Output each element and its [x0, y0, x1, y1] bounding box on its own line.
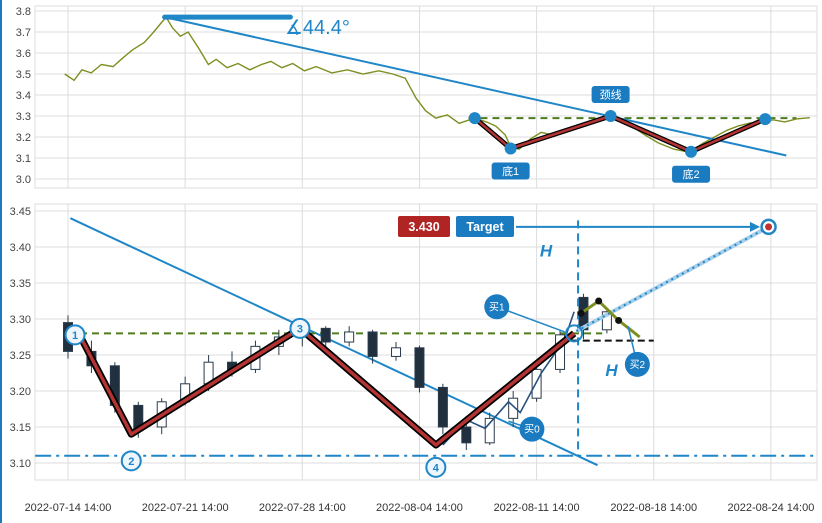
candle-body[interactable] — [601, 311, 612, 331]
target-price-label: 3.430 — [408, 220, 439, 234]
height-measure-label: H — [540, 241, 553, 260]
buy-marker-label: 买1 — [489, 301, 505, 313]
target-arrow-head — [750, 221, 760, 232]
candle-body[interactable] — [320, 327, 331, 343]
mini-pattern-dot — [595, 297, 603, 305]
target-point-dot — [765, 223, 773, 231]
pivot-dot[interactable] — [604, 110, 617, 122]
bottom-y-tick-label: 3.30 — [10, 314, 31, 326]
x-axis-date-label: 2022-08-04 14:00 — [376, 502, 463, 514]
pivot-dot[interactable] — [685, 145, 698, 158]
pattern-badge — [491, 162, 530, 180]
numbered-pivot-circle[interactable] — [120, 450, 142, 472]
candle-body[interactable] — [461, 426, 472, 444]
numbered-pivot-label: 1 — [72, 330, 78, 342]
pattern-badge — [672, 165, 711, 183]
top-descending-trendline[interactable] — [164, 16, 787, 157]
numbered-pivot-label: 2 — [128, 456, 134, 468]
top-y-tick-label: 3.7 — [16, 27, 31, 39]
candle-body[interactable] — [391, 347, 402, 357]
bottom-y-tick-label: 3.10 — [10, 458, 31, 470]
top-y-tick-label: 3.8 — [16, 6, 31, 18]
bottom-y-tick-label: 3.35 — [10, 278, 31, 290]
top-y-tick-label: 3.0 — [16, 174, 31, 186]
top-y-tick-label: 3.5 — [16, 69, 31, 81]
pattern-badge-label: 底1 — [502, 164, 519, 178]
target-button[interactable] — [456, 216, 514, 237]
buy-marker-label: 买2 — [630, 359, 646, 371]
bottom-descending-trendline[interactable] — [69, 217, 598, 467]
left-accent-bar — [0, 0, 2, 523]
numbered-pivot-label: 3 — [297, 323, 303, 335]
numbered-pivot-circle[interactable] — [425, 456, 447, 478]
candle-body[interactable] — [508, 397, 519, 419]
pattern-badge-label: 颈线 — [600, 88, 622, 102]
candle-body[interactable] — [414, 347, 425, 388]
buy-marker-label: 买0 — [524, 424, 540, 436]
x-axis-date-label: 2022-07-28 14:00 — [259, 502, 346, 514]
candle-body[interactable] — [344, 331, 355, 343]
bottom-y-tick-label: 3.15 — [10, 422, 31, 434]
height-measure-label: H — [605, 361, 618, 380]
top-y-tick-label: 3.2 — [16, 132, 31, 144]
candle-body[interactable] — [437, 386, 448, 428]
bottom-y-tick-label: 3.25 — [10, 350, 31, 362]
angle-label: ∡44.4° — [285, 17, 350, 39]
pattern-badge-label: 底2 — [682, 167, 699, 181]
top-y-tick-label: 3.6 — [16, 48, 31, 60]
x-axis-date-label: 2022-08-18 14:00 — [610, 502, 697, 514]
x-axis-date-label: 2022-08-24 14:00 — [727, 502, 814, 514]
target-button-label: Target — [466, 220, 504, 234]
buy-marker[interactable] — [519, 416, 545, 442]
top-y-tick-label: 3.4 — [16, 90, 31, 102]
buy-marker[interactable] — [624, 351, 650, 377]
numbered-pivot-circle[interactable] — [64, 324, 86, 346]
candle-body[interactable] — [484, 417, 495, 444]
candle-body[interactable] — [367, 331, 378, 357]
pivot-dot[interactable] — [759, 113, 772, 126]
breakout-ring[interactable] — [565, 324, 584, 343]
pattern-badge — [591, 86, 630, 103]
x-axis-date-label: 2022-08-11 14:00 — [494, 502, 580, 514]
numbered-pivot-label: 4 — [433, 462, 440, 474]
pivot-dot[interactable] — [468, 112, 481, 125]
x-axis-date-label: 2022-07-21 14:00 — [142, 502, 229, 514]
numbered-pivot-circle[interactable] — [289, 317, 311, 339]
x-axis-date-label: 2022-07-14 14:00 — [25, 502, 112, 514]
top-y-tick-label: 3.1 — [16, 153, 31, 165]
buy-marker[interactable] — [484, 294, 510, 320]
mini-pattern-dot — [615, 316, 623, 324]
target-price-badge — [398, 216, 450, 237]
mini-pattern-dot — [577, 309, 585, 317]
top-y-tick-label: 3.3 — [16, 111, 31, 123]
bottom-y-tick-label: 3.45 — [10, 206, 31, 218]
bottom-y-tick-label: 3.40 — [10, 242, 31, 254]
projection-dotted-line — [575, 225, 770, 333]
candle-body[interactable] — [531, 368, 542, 399]
bottom-y-tick-label: 3.20 — [10, 386, 31, 398]
pivot-dot[interactable] — [504, 142, 517, 155]
